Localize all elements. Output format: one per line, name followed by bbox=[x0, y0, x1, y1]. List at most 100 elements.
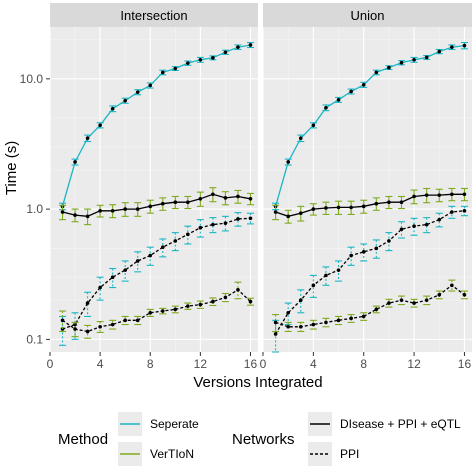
data-point bbox=[324, 273, 328, 278]
data-point bbox=[298, 136, 303, 141]
data-point bbox=[123, 207, 127, 211]
data-point bbox=[361, 314, 366, 319]
data-point bbox=[211, 56, 215, 60]
y-tick-label: 0.1 bbox=[26, 332, 43, 346]
data-point bbox=[110, 322, 115, 327]
data-point bbox=[273, 210, 278, 214]
data-point bbox=[412, 224, 416, 228]
data-point bbox=[135, 90, 140, 94]
data-point bbox=[73, 213, 77, 217]
x-tick-label: 4 bbox=[310, 357, 317, 371]
data-point bbox=[173, 66, 178, 71]
data-point bbox=[336, 318, 341, 323]
data-point bbox=[186, 304, 190, 308]
data-point bbox=[311, 123, 316, 128]
data-point bbox=[424, 222, 429, 227]
series-seperate-ppi bbox=[272, 205, 468, 353]
data-point bbox=[387, 65, 391, 70]
legend-method-title: Method bbox=[58, 431, 108, 448]
panel-title: Intersection bbox=[120, 8, 187, 23]
data-point bbox=[462, 209, 467, 213]
data-point bbox=[236, 194, 240, 199]
data-point bbox=[361, 204, 366, 209]
data-point bbox=[273, 320, 278, 325]
data-point bbox=[248, 216, 253, 221]
data-point bbox=[349, 253, 353, 258]
data-point bbox=[298, 298, 303, 302]
x-tick-label: 12 bbox=[407, 357, 421, 371]
legend-networks-title: Networks bbox=[232, 431, 295, 448]
panel-strip bbox=[50, 3, 258, 27]
data-point bbox=[85, 214, 90, 219]
data-point bbox=[223, 295, 228, 300]
data-point bbox=[273, 332, 278, 336]
legend-label-solid: DIsease + PPI + eQTL bbox=[340, 417, 461, 431]
data-point bbox=[198, 58, 203, 62]
data-point bbox=[450, 283, 454, 288]
panel-background bbox=[50, 27, 258, 352]
x-tick-label: 16 bbox=[458, 357, 472, 371]
data-point bbox=[248, 196, 253, 201]
series-vertion-ppi bbox=[272, 279, 468, 333]
data-point bbox=[123, 98, 127, 103]
data-point bbox=[135, 259, 140, 263]
data-point bbox=[98, 209, 102, 213]
data-point bbox=[148, 310, 153, 315]
data-point bbox=[286, 214, 290, 219]
data-point bbox=[462, 43, 467, 48]
data-point bbox=[223, 196, 228, 200]
data-point bbox=[73, 160, 77, 164]
series-line bbox=[275, 193, 465, 217]
data-point bbox=[173, 307, 178, 312]
data-point bbox=[349, 205, 353, 210]
data-point bbox=[236, 45, 240, 49]
data-point bbox=[399, 200, 404, 204]
data-point bbox=[450, 192, 454, 197]
data-point bbox=[160, 245, 165, 250]
data-point bbox=[248, 43, 253, 47]
panel-union: Union 0 4 8 12 16 bbox=[260, 3, 472, 371]
x-tick-label: 8 bbox=[360, 357, 367, 371]
data-point bbox=[160, 309, 165, 313]
data-point bbox=[60, 327, 65, 331]
data-point bbox=[374, 246, 379, 251]
data-point bbox=[450, 210, 454, 214]
data-point bbox=[110, 106, 115, 111]
series-vertion-full bbox=[272, 187, 468, 224]
data-point bbox=[412, 194, 416, 199]
data-point bbox=[160, 201, 165, 206]
data-point bbox=[73, 327, 77, 331]
y-tick-label: 10.0 bbox=[20, 72, 44, 86]
panel-strip bbox=[263, 3, 472, 27]
data-point bbox=[148, 83, 153, 88]
data-point bbox=[211, 192, 215, 197]
legend-label-separate: Seperate bbox=[150, 417, 199, 431]
data-point bbox=[437, 217, 442, 222]
series-line bbox=[275, 210, 465, 335]
data-point bbox=[462, 192, 467, 197]
data-point bbox=[110, 209, 115, 213]
data-point bbox=[412, 301, 416, 305]
data-point bbox=[324, 320, 328, 325]
series-line bbox=[62, 217, 251, 330]
data-point bbox=[374, 201, 379, 206]
data-point bbox=[374, 307, 379, 312]
data-point bbox=[173, 239, 178, 243]
x-tick-label: 0 bbox=[260, 357, 267, 371]
series-seperate-full bbox=[59, 41, 254, 211]
data-point bbox=[387, 301, 391, 305]
data-point bbox=[361, 250, 366, 254]
data-point bbox=[387, 200, 391, 204]
data-point bbox=[437, 49, 442, 54]
data-point bbox=[324, 105, 328, 110]
y-axis: 0.1 1.0 10.0 bbox=[20, 72, 50, 346]
data-point bbox=[186, 200, 190, 204]
data-point bbox=[135, 318, 140, 323]
legend-label-vertion: VerTIoN bbox=[150, 447, 194, 461]
data-point bbox=[60, 318, 65, 323]
data-point bbox=[223, 50, 228, 55]
data-point bbox=[73, 322, 77, 327]
data-point bbox=[424, 193, 429, 197]
data-point bbox=[424, 298, 429, 302]
